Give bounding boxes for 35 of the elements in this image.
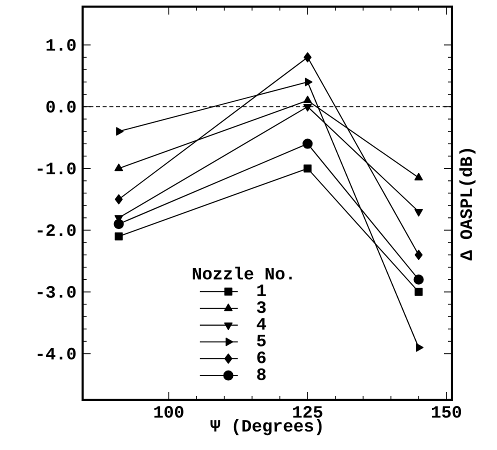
point [304,52,312,62]
y-tick-label: 0.0 [46,100,76,113]
legend-label: 8 [257,368,266,380]
point [302,138,313,149]
legend-title: Nozzle No. [192,266,292,280]
point [303,104,312,112]
point [416,343,424,352]
y-tick-label: 1.0 [46,39,76,51]
legend-label: 5 [257,334,266,346]
point [114,232,123,240]
point [114,164,123,172]
legend-label: 6 [257,352,266,364]
point [414,288,423,296]
legend-label: 1 [257,284,266,296]
x-tick-label: 150 [432,406,462,418]
point [303,96,312,104]
point [304,164,312,172]
point [116,127,124,136]
point [414,274,424,285]
x-axis-title: Ψ (Degrees) [210,418,322,436]
point [114,194,123,204]
x-tick-label: 100 [154,406,184,418]
point [414,172,423,180]
legend-label: 3 [256,301,266,314]
y-tick-label: -1.0 [38,162,76,174]
point [114,218,124,230]
point [414,250,423,260]
y-tick-label: -4.0 [38,348,76,360]
point [414,208,423,216]
y-tick-label: -2.0 [38,224,76,236]
point [304,78,312,86]
legend-label: 4 [256,318,266,330]
y-tick-label: -3.0 [38,286,76,298]
x-tick-label: 125 [293,406,322,418]
y-axis-title: Δ OASPL(dB) [459,149,476,260]
